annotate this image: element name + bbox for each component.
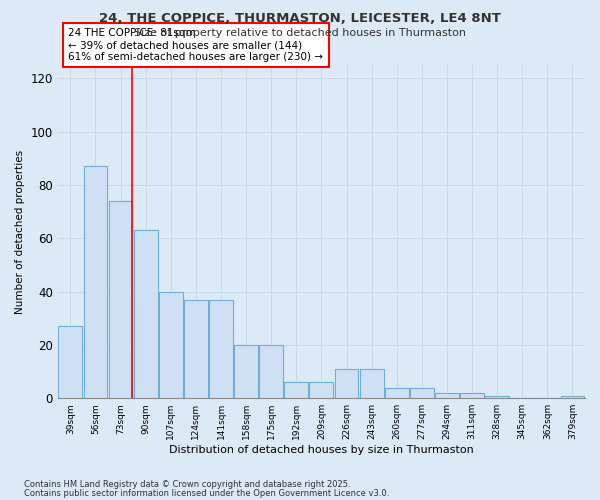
Bar <box>234 345 258 398</box>
Bar <box>460 393 484 398</box>
Bar <box>435 393 459 398</box>
Bar <box>560 396 584 398</box>
Bar <box>410 388 434 398</box>
X-axis label: Distribution of detached houses by size in Thurmaston: Distribution of detached houses by size … <box>169 445 474 455</box>
Bar <box>159 292 182 398</box>
Bar <box>209 300 233 398</box>
Bar <box>259 345 283 398</box>
Bar <box>134 230 158 398</box>
Bar <box>335 369 358 398</box>
Bar <box>83 166 107 398</box>
Bar <box>359 369 383 398</box>
Text: 24, THE COPPICE, THURMASTON, LEICESTER, LE4 8NT: 24, THE COPPICE, THURMASTON, LEICESTER, … <box>99 12 501 26</box>
Bar <box>109 201 133 398</box>
Bar <box>385 388 409 398</box>
Text: Size of property relative to detached houses in Thurmaston: Size of property relative to detached ho… <box>134 28 466 38</box>
Text: 24 THE COPPICE: 81sqm
← 39% of detached houses are smaller (144)
61% of semi-det: 24 THE COPPICE: 81sqm ← 39% of detached … <box>68 28 323 62</box>
Bar <box>184 300 208 398</box>
Y-axis label: Number of detached properties: Number of detached properties <box>15 150 25 314</box>
Bar <box>284 382 308 398</box>
Text: Contains HM Land Registry data © Crown copyright and database right 2025.: Contains HM Land Registry data © Crown c… <box>24 480 350 489</box>
Text: Contains public sector information licensed under the Open Government Licence v3: Contains public sector information licen… <box>24 488 389 498</box>
Bar <box>485 396 509 398</box>
Bar <box>58 326 82 398</box>
Bar <box>310 382 334 398</box>
